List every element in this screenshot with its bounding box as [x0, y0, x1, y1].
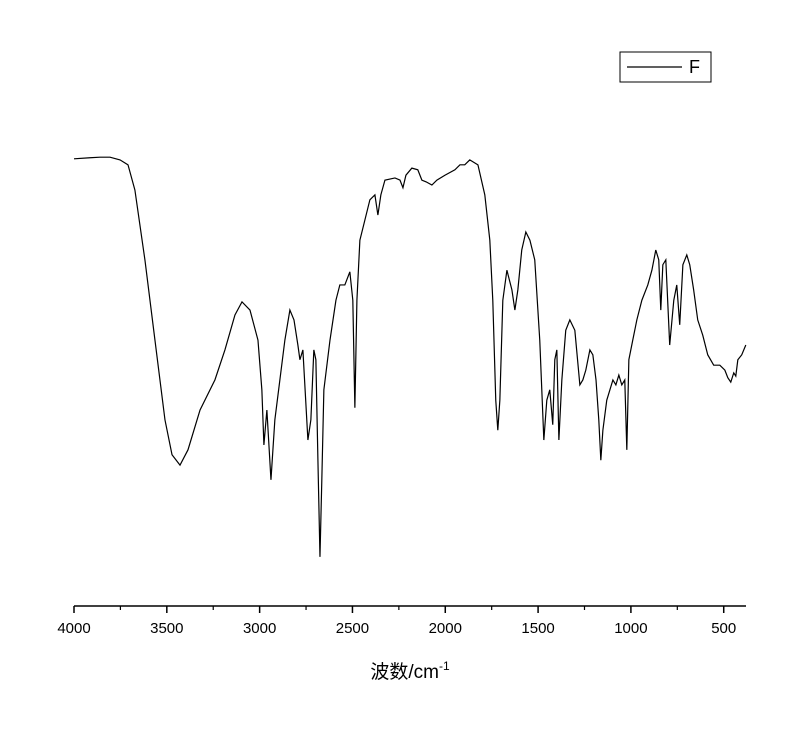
legend: F	[619, 51, 712, 83]
x-tick-label: 500	[711, 620, 736, 637]
x-axis-label-text: 波数/cm	[370, 661, 439, 683]
x-axis-label: 波数/cm-1	[370, 659, 450, 683]
x-tick-label: 2500	[336, 620, 369, 637]
x-tick-label: 3500	[150, 620, 183, 637]
legend-label: F	[689, 57, 700, 77]
x-tick-label: 4000	[57, 620, 90, 637]
x-tick-label: 1500	[521, 620, 554, 637]
x-axis-label-superscript: -1	[439, 659, 450, 673]
spectrum-line	[73, 156, 747, 557]
x-tick-label: 1000	[614, 620, 647, 637]
x-tick-label: 3000	[243, 620, 276, 637]
x-tick-label: 2000	[429, 620, 462, 637]
